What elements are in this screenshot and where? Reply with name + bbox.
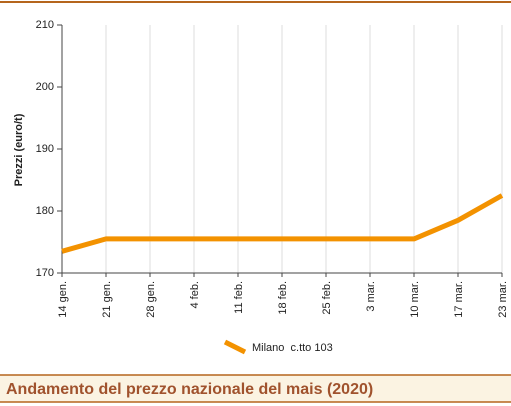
- legend-label: Milano c.tto 103: [252, 342, 333, 354]
- x-tick-label: 28 gen.: [145, 281, 157, 318]
- x-tick-label: 23 mar.: [497, 281, 509, 318]
- series-line: [61, 193, 504, 254]
- y-tick-label: 190: [36, 143, 54, 155]
- x-tick-label: 11 feb.: [233, 281, 245, 314]
- y-tick-label: 210: [36, 19, 54, 31]
- x-tick-label: 10 mar.: [409, 281, 421, 318]
- x-tick-label: 21 gen.: [101, 281, 113, 318]
- footer-bg: [0, 375, 511, 402]
- x-tick-label: 14 gen.: [57, 281, 69, 318]
- y-tick-label: 200: [36, 81, 54, 93]
- x-tick-label: 18 feb.: [277, 281, 289, 315]
- chart-title: Andamento del prezzo nazionale del mais …: [6, 381, 373, 398]
- legend-swatch: [223, 339, 247, 355]
- y-axis-title: Prezzi (euro/t): [13, 113, 25, 186]
- x-tick-label: 3 mar.: [365, 281, 377, 312]
- x-tick-label: 4 feb.: [189, 281, 201, 309]
- y-tick-label: 170: [36, 267, 54, 279]
- x-tick-label: 25 feb.: [321, 281, 333, 315]
- y-tick-label: 180: [36, 205, 54, 217]
- x-tick-label: 17 mar.: [453, 281, 465, 318]
